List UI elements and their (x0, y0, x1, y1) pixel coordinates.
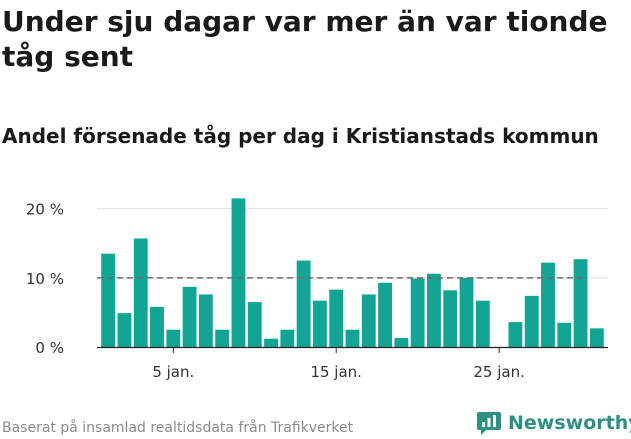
bar (150, 306, 164, 347)
bar (198, 294, 213, 347)
bar (573, 259, 588, 347)
bar (443, 290, 458, 347)
bar (215, 329, 230, 347)
bar (101, 253, 116, 347)
bar (312, 300, 327, 347)
x-tick-label: 15 jan. (310, 363, 362, 381)
bar (296, 260, 311, 347)
source-note: Baserat på insamlad realtidsdata från Tr… (2, 420, 354, 436)
bar (410, 278, 425, 347)
bar (264, 338, 278, 347)
x-tick-label: 5 jan. (152, 363, 194, 381)
bar (557, 322, 572, 347)
y-tick-label: 20 % (26, 201, 64, 219)
brand-logo[interactable]: Newsworthy (476, 410, 631, 436)
bar (378, 282, 393, 347)
y-tick-labels: 0 % 10 % 20 % (26, 201, 64, 357)
bar (459, 277, 474, 347)
bar-chart: 0 % 10 % 20 % 5 jan. 15 jan. 25 jan. (26, 198, 608, 381)
bar (524, 295, 539, 347)
bar (361, 294, 376, 347)
bar (182, 286, 197, 347)
chart-title: Under sju dagar var mer än var tionde tå… (2, 5, 608, 73)
bar (247, 302, 262, 347)
bar (329, 289, 344, 347)
bars (101, 198, 604, 347)
bar (166, 329, 181, 347)
newsworthy-logo-icon (477, 412, 501, 435)
bar (117, 313, 132, 347)
bar (133, 238, 148, 347)
bar (508, 322, 523, 347)
chart-subtitle: Andel försenade tåg per dag i Kristianst… (2, 124, 599, 148)
y-tick-label: 10 % (26, 270, 64, 288)
bar (541, 262, 555, 347)
bar (231, 198, 246, 347)
bar (427, 273, 441, 347)
bar (345, 329, 360, 347)
x-axis: 5 jan. 15 jan. 25 jan. (97, 346, 608, 381)
bar (394, 338, 409, 347)
bar (589, 328, 604, 347)
bar (280, 329, 295, 347)
grid-lines (97, 208, 608, 279)
bar (475, 300, 490, 347)
y-tick-label: 0 % (35, 339, 64, 357)
x-tick-label: 25 jan. (473, 363, 525, 381)
brand-name: Newsworthy (508, 412, 631, 434)
